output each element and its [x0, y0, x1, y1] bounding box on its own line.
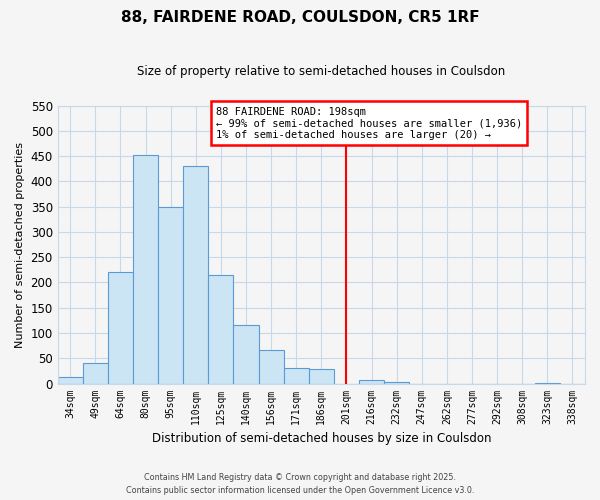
Bar	[284, 368, 309, 384]
Bar	[309, 370, 334, 384]
Bar	[384, 382, 409, 384]
Text: Contains HM Land Registry data © Crown copyright and database right 2025.
Contai: Contains HM Land Registry data © Crown c…	[126, 474, 474, 495]
Text: 88, FAIRDENE ROAD, COULSDON, CR5 1RF: 88, FAIRDENE ROAD, COULSDON, CR5 1RF	[121, 10, 479, 25]
Bar	[183, 166, 208, 384]
Bar	[535, 383, 560, 384]
Bar	[133, 154, 158, 384]
Bar	[58, 378, 83, 384]
Bar	[233, 326, 259, 384]
Bar	[108, 272, 133, 384]
Y-axis label: Number of semi-detached properties: Number of semi-detached properties	[15, 142, 25, 348]
Bar	[83, 364, 108, 384]
Text: 88 FAIRDENE ROAD: 198sqm
← 99% of semi-detached houses are smaller (1,936)
1% of: 88 FAIRDENE ROAD: 198sqm ← 99% of semi-d…	[216, 106, 522, 140]
X-axis label: Distribution of semi-detached houses by size in Coulsdon: Distribution of semi-detached houses by …	[152, 432, 491, 445]
Bar	[359, 380, 384, 384]
Bar	[208, 275, 233, 384]
Bar	[158, 206, 183, 384]
Title: Size of property relative to semi-detached houses in Coulsdon: Size of property relative to semi-detach…	[137, 65, 505, 78]
Bar	[259, 350, 284, 384]
